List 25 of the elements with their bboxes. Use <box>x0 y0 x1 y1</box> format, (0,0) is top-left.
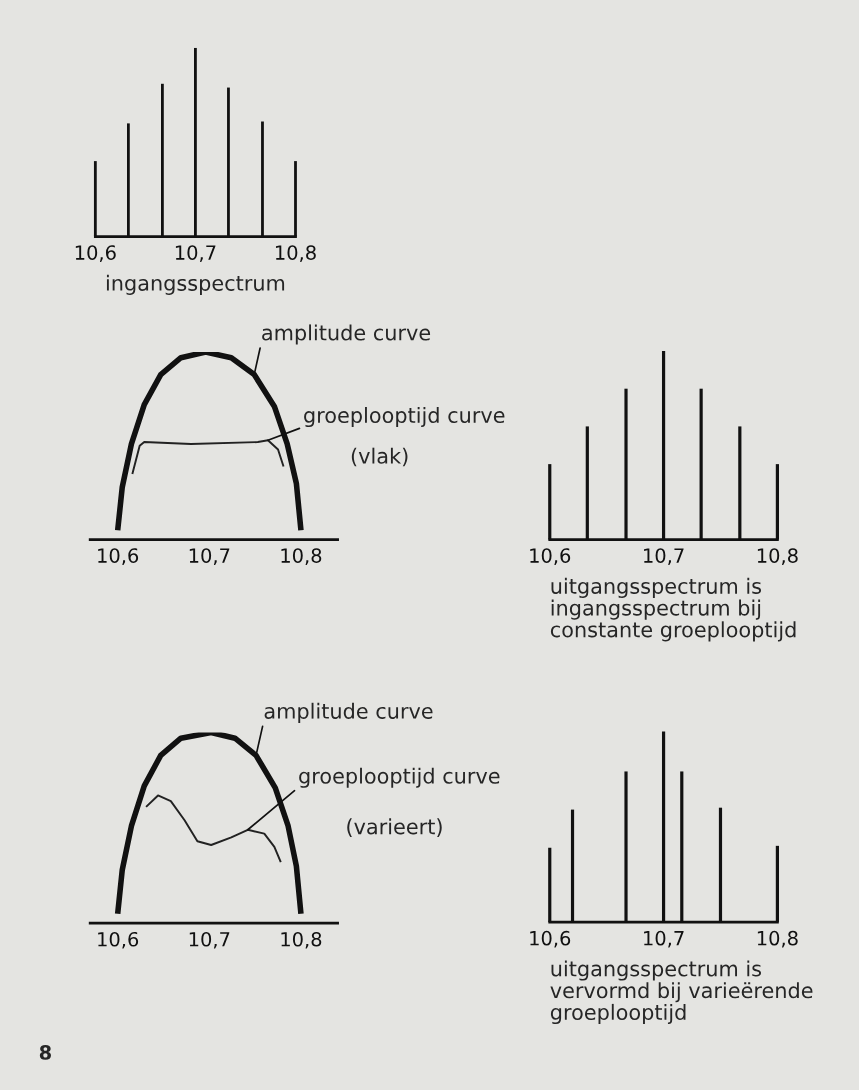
x-tick-label: 10,8 <box>757 930 798 948</box>
x-axis-title: uitgangsspectrum is ingangsspectrum bij constante groeplooptijd <box>550 577 796 642</box>
series-label: amplitude curve <box>264 702 433 723</box>
x-tick-label: 10,8 <box>281 548 322 565</box>
x-tick-label: 10,6 <box>98 931 139 949</box>
x-tick-label: 10,7 <box>644 548 684 565</box>
x-tick-label: 10,7 <box>175 245 216 262</box>
x-tick-label: 10,6 <box>530 930 571 948</box>
series-label: amplitude curve <box>262 324 431 345</box>
x-tick-label: 10,8 <box>281 931 322 949</box>
x-tick-label: 10,8 <box>757 548 798 565</box>
x-tick-label: 10,8 <box>275 245 316 262</box>
x-axis-title: ingangsspectrum <box>106 274 285 295</box>
text: 8 <box>39 1045 51 1060</box>
x-tick-label: 10,6 <box>98 548 139 565</box>
x-tick-label: 10,7 <box>189 548 230 565</box>
x-tick-label: 10,7 <box>644 930 684 948</box>
text: groeplooptijd curve <box>299 767 500 788</box>
x-tick-label: 10,7 <box>189 931 230 949</box>
x-tick-label: 10,6 <box>75 245 116 262</box>
x-axis-title: uitgangsspectrum is vervormd bij varieërende groeplooptijd <box>550 960 813 1025</box>
series-label: groeplooptijd curve <box>304 406 505 428</box>
text: (vlak) <box>351 447 408 467</box>
x-tick-label: 10,6 <box>530 548 571 565</box>
text: (varieert) <box>347 818 442 837</box>
